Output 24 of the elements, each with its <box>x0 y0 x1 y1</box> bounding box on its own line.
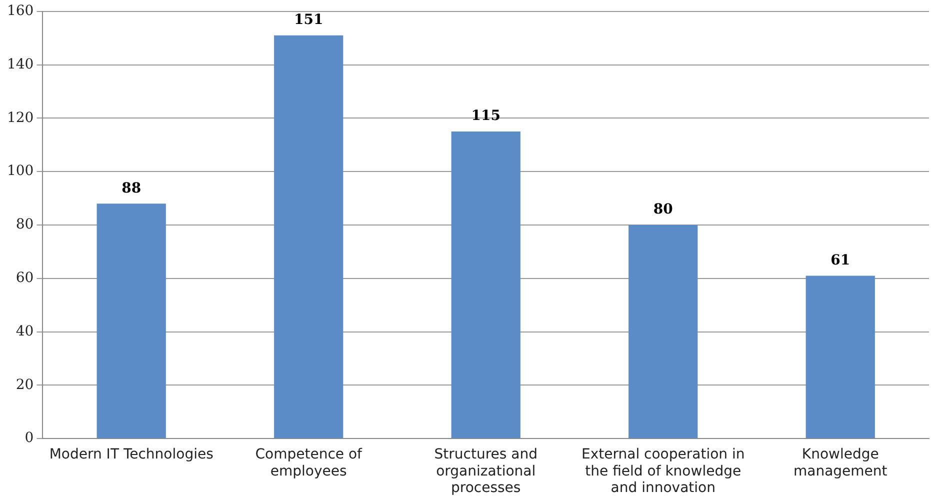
bar <box>451 132 520 438</box>
y-tick-label: 160 <box>6 3 34 20</box>
y-tick-label: 60 <box>16 270 34 286</box>
y-tick-label: 20 <box>16 376 34 393</box>
data-label: 88 <box>122 180 142 196</box>
x-tick-label: External cooperation in the field of knowledge and innovation <box>582 446 745 496</box>
y-tick-label: 80 <box>16 216 34 233</box>
y-tick-label: 40 <box>16 323 34 340</box>
bar <box>96 204 166 438</box>
x-tick-label: Knowledge management <box>793 446 888 480</box>
y-tick-label: 100 <box>6 163 34 180</box>
bar <box>806 276 875 438</box>
data-label: 151 <box>294 12 324 28</box>
data-label: 115 <box>471 108 500 124</box>
y-tick-label: 0 <box>24 430 34 446</box>
data-label: 80 <box>653 202 674 218</box>
y-tick-label: 120 <box>6 110 34 126</box>
bar <box>628 225 698 438</box>
y-tick-label: 140 <box>6 56 34 72</box>
x-tick-label: Modern IT Technologies <box>49 446 214 463</box>
bar <box>274 35 344 438</box>
data-label: 61 <box>830 252 850 268</box>
x-tick-label: Structures and organizational processes <box>434 446 538 496</box>
x-tick-label: Competence of employees <box>255 446 364 480</box>
